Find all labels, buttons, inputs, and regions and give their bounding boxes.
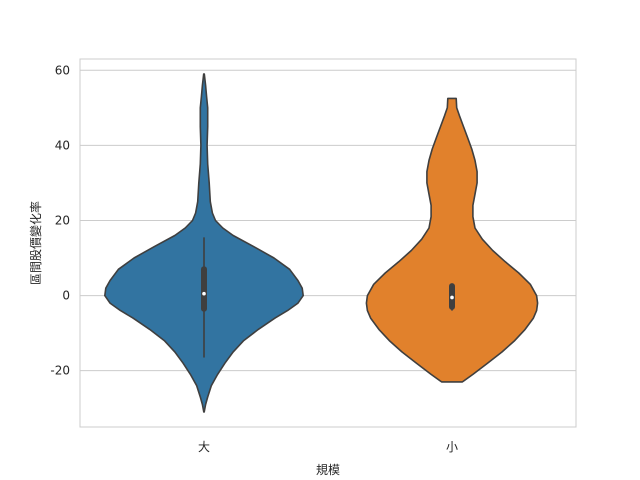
y-tick-label: 20	[55, 213, 70, 227]
x-axis-label: 規模	[316, 462, 340, 477]
x-tick-label: 大	[198, 440, 210, 454]
median-dot	[202, 291, 206, 296]
median-dot	[450, 295, 454, 300]
violin-2	[365, 97, 539, 383]
y-axis-label: 區間股價變化率	[28, 201, 43, 285]
x-axis-ticks: 大小	[198, 440, 458, 454]
x-tick-label: 小	[446, 440, 458, 454]
y-tick-label: -20	[50, 364, 70, 378]
y-axis-ticks: -20 0 20 40 60	[50, 63, 70, 377]
violin-1	[104, 73, 304, 413]
y-tick-label: 60	[55, 63, 70, 77]
y-tick-label: 0	[62, 289, 70, 303]
violins	[104, 73, 539, 413]
plot-frame	[79, 58, 577, 428]
violin-body	[365, 97, 539, 383]
y-tick-label: 40	[55, 138, 70, 152]
